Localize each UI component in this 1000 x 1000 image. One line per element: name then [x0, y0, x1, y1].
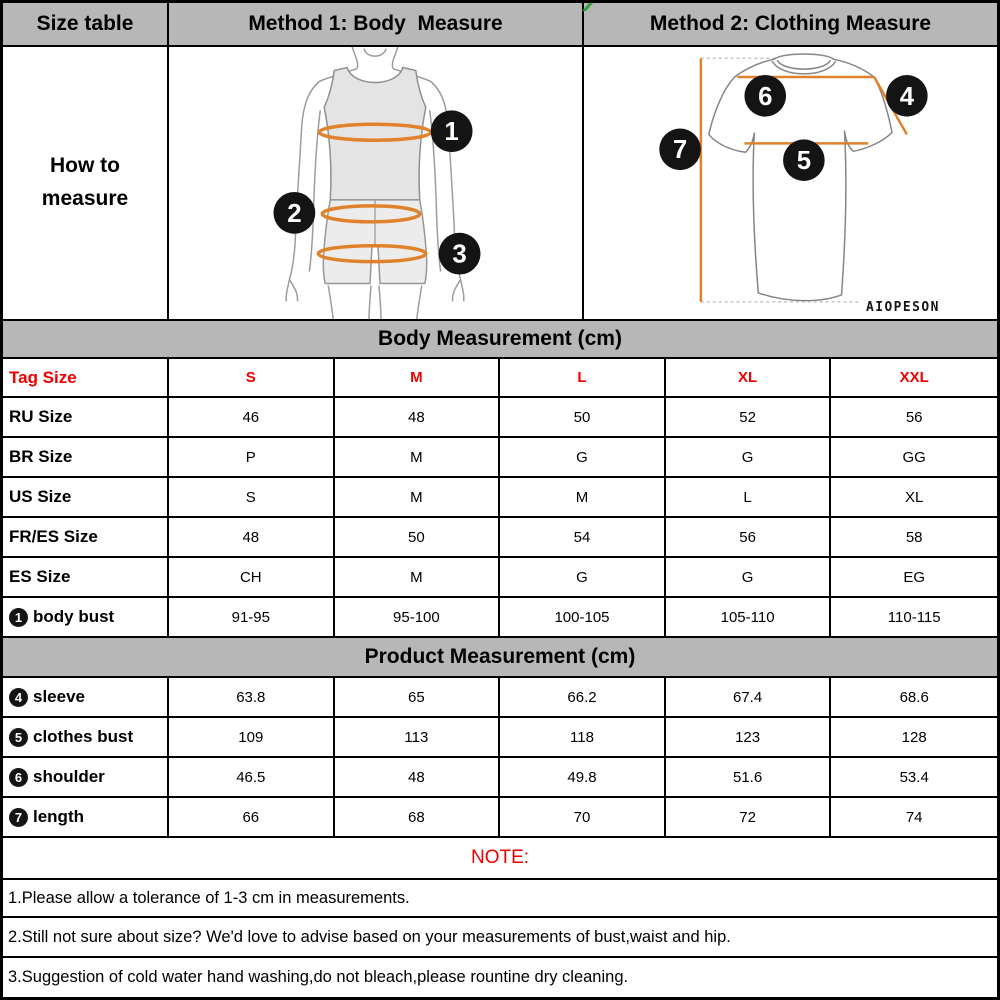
body-markers: 1 2 3	[273, 110, 481, 275]
tag-size-label-cell: Tag Size	[3, 359, 169, 396]
table-row-fres-size: FR/ES Size 48 50 54 56 58	[3, 518, 997, 558]
product-measurement-band: Product Measurement (cm)	[3, 638, 997, 678]
shirt-markers: 6 4 5 7	[659, 75, 928, 182]
size-col-m: M	[335, 359, 501, 396]
marker-3: 3	[452, 241, 466, 269]
method1-header: Method 1: Body Measure	[169, 3, 584, 45]
marker-4: 4	[900, 83, 915, 111]
row-label: RU Size	[9, 407, 73, 426]
marker-5: 5	[797, 147, 811, 175]
note-item-1: 1.Please allow a tolerance of 1-3 cm in …	[3, 880, 997, 918]
row-label: FR/ES Size	[9, 527, 98, 546]
row-label: body bust	[33, 607, 115, 626]
waist-measure-line	[320, 204, 422, 224]
row-label: BR Size	[9, 447, 73, 466]
marker-3-circle	[438, 232, 481, 275]
body-figure-illustration: 1 2 3	[273, 47, 481, 319]
note-title: NOTE:	[470, 847, 530, 868]
tank-top-shape	[323, 66, 427, 201]
size-col-xl: XL	[666, 359, 832, 396]
bust-measure-line	[317, 122, 433, 142]
clothing-measure-figure: 6 4 5 7 AIOPESON	[584, 47, 997, 319]
method2-header: Method 2: Clothing Measure	[584, 3, 997, 45]
table-row-shoulder: 6 shoulder 46.5 48 49.8 51.6 53.4	[3, 758, 997, 798]
body-outline	[285, 47, 465, 319]
size-col-l: L	[500, 359, 666, 396]
method2-label: Method 2: Clothing Measure	[649, 12, 932, 35]
hip-measure-line	[316, 243, 428, 264]
marker-6-circle	[744, 75, 787, 117]
row-label: ES Size	[9, 567, 71, 586]
note-item-2: 2.Still not sure about size? We'd love t…	[3, 918, 997, 958]
collar-lines	[771, 59, 837, 75]
marker-7: 7	[673, 136, 687, 164]
tag-size-row: Tag Size S M L XL XXL	[3, 359, 997, 398]
table-row-sleeve: 4 sleeve 63.8 65 66.2 67.4 68.6	[3, 678, 997, 718]
product-measurement-title: Product Measurement (cm)	[364, 645, 636, 668]
row-label: length	[33, 807, 84, 826]
how-to-measure-label: How to measure	[41, 154, 129, 210]
table-row-body-bust: 1 body bust 91-95 95-100 100-105 105-110…	[3, 598, 997, 638]
size-col-xxl: XXL	[899, 369, 929, 386]
marker-7-badge: 7	[9, 807, 28, 827]
marker-2: 2	[287, 200, 301, 228]
row-label: US Size	[9, 487, 72, 506]
table-row-us-size: US Size S M M L XL	[3, 478, 997, 518]
marker-6-badge: 6	[9, 767, 28, 787]
marker-5-badge: 5	[9, 727, 28, 747]
measure-lines	[316, 122, 433, 264]
row-label: shoulder	[33, 767, 105, 786]
marker-6: 6	[758, 83, 772, 111]
table-row-clothes-bust: 5 clothes bust 109 113 118 123 128	[3, 718, 997, 758]
shirt-illustration: 6 4 5 7 AIOPESON	[659, 53, 940, 315]
size-col-s: S	[169, 359, 335, 396]
marker-1-badge: 1	[9, 607, 28, 627]
size-table-header: Size table	[3, 3, 169, 45]
note-item-3: 3.Suggestion of cold water hand washing,…	[8, 968, 629, 986]
row-label: clothes bust	[33, 727, 134, 746]
table-row-length: 7 length 66 68 70 72 74	[3, 798, 997, 838]
how-to-measure-cell: How to measure	[3, 47, 169, 319]
marker-7-circle	[659, 128, 701, 171]
marker-4-circle	[886, 75, 928, 117]
brand-text: AIOPESON	[866, 300, 940, 315]
table-row-br-size: BR Size P M G G GG	[3, 438, 997, 478]
marker-1: 1	[444, 118, 458, 146]
top-header-row: Size table Method 1: Body Measure Method…	[3, 3, 997, 47]
row-label: sleeve	[33, 687, 85, 706]
marker-5-circle	[783, 139, 825, 182]
marker-4-badge: 4	[9, 687, 28, 707]
size-table-label: Size table	[36, 12, 134, 35]
marker-1-circle	[430, 110, 473, 153]
table-row-es-size: ES Size CH M G G EG	[3, 558, 997, 598]
body-measure-figure: 1 2 3	[169, 47, 584, 319]
note-title-row: NOTE:	[3, 838, 997, 880]
marker-2-circle	[273, 191, 316, 234]
body-measurement-band: Body Measurement (cm)	[3, 321, 997, 359]
body-measurement-title: Body Measurement (cm)	[378, 327, 622, 350]
figures-row: How to measure	[3, 47, 997, 321]
green-artifact-mark	[582, 3, 593, 11]
method1-label: Method 1: Body Measure	[248, 12, 503, 35]
table-row-ru-size: RU Size 46 48 50 52 56	[3, 398, 997, 438]
